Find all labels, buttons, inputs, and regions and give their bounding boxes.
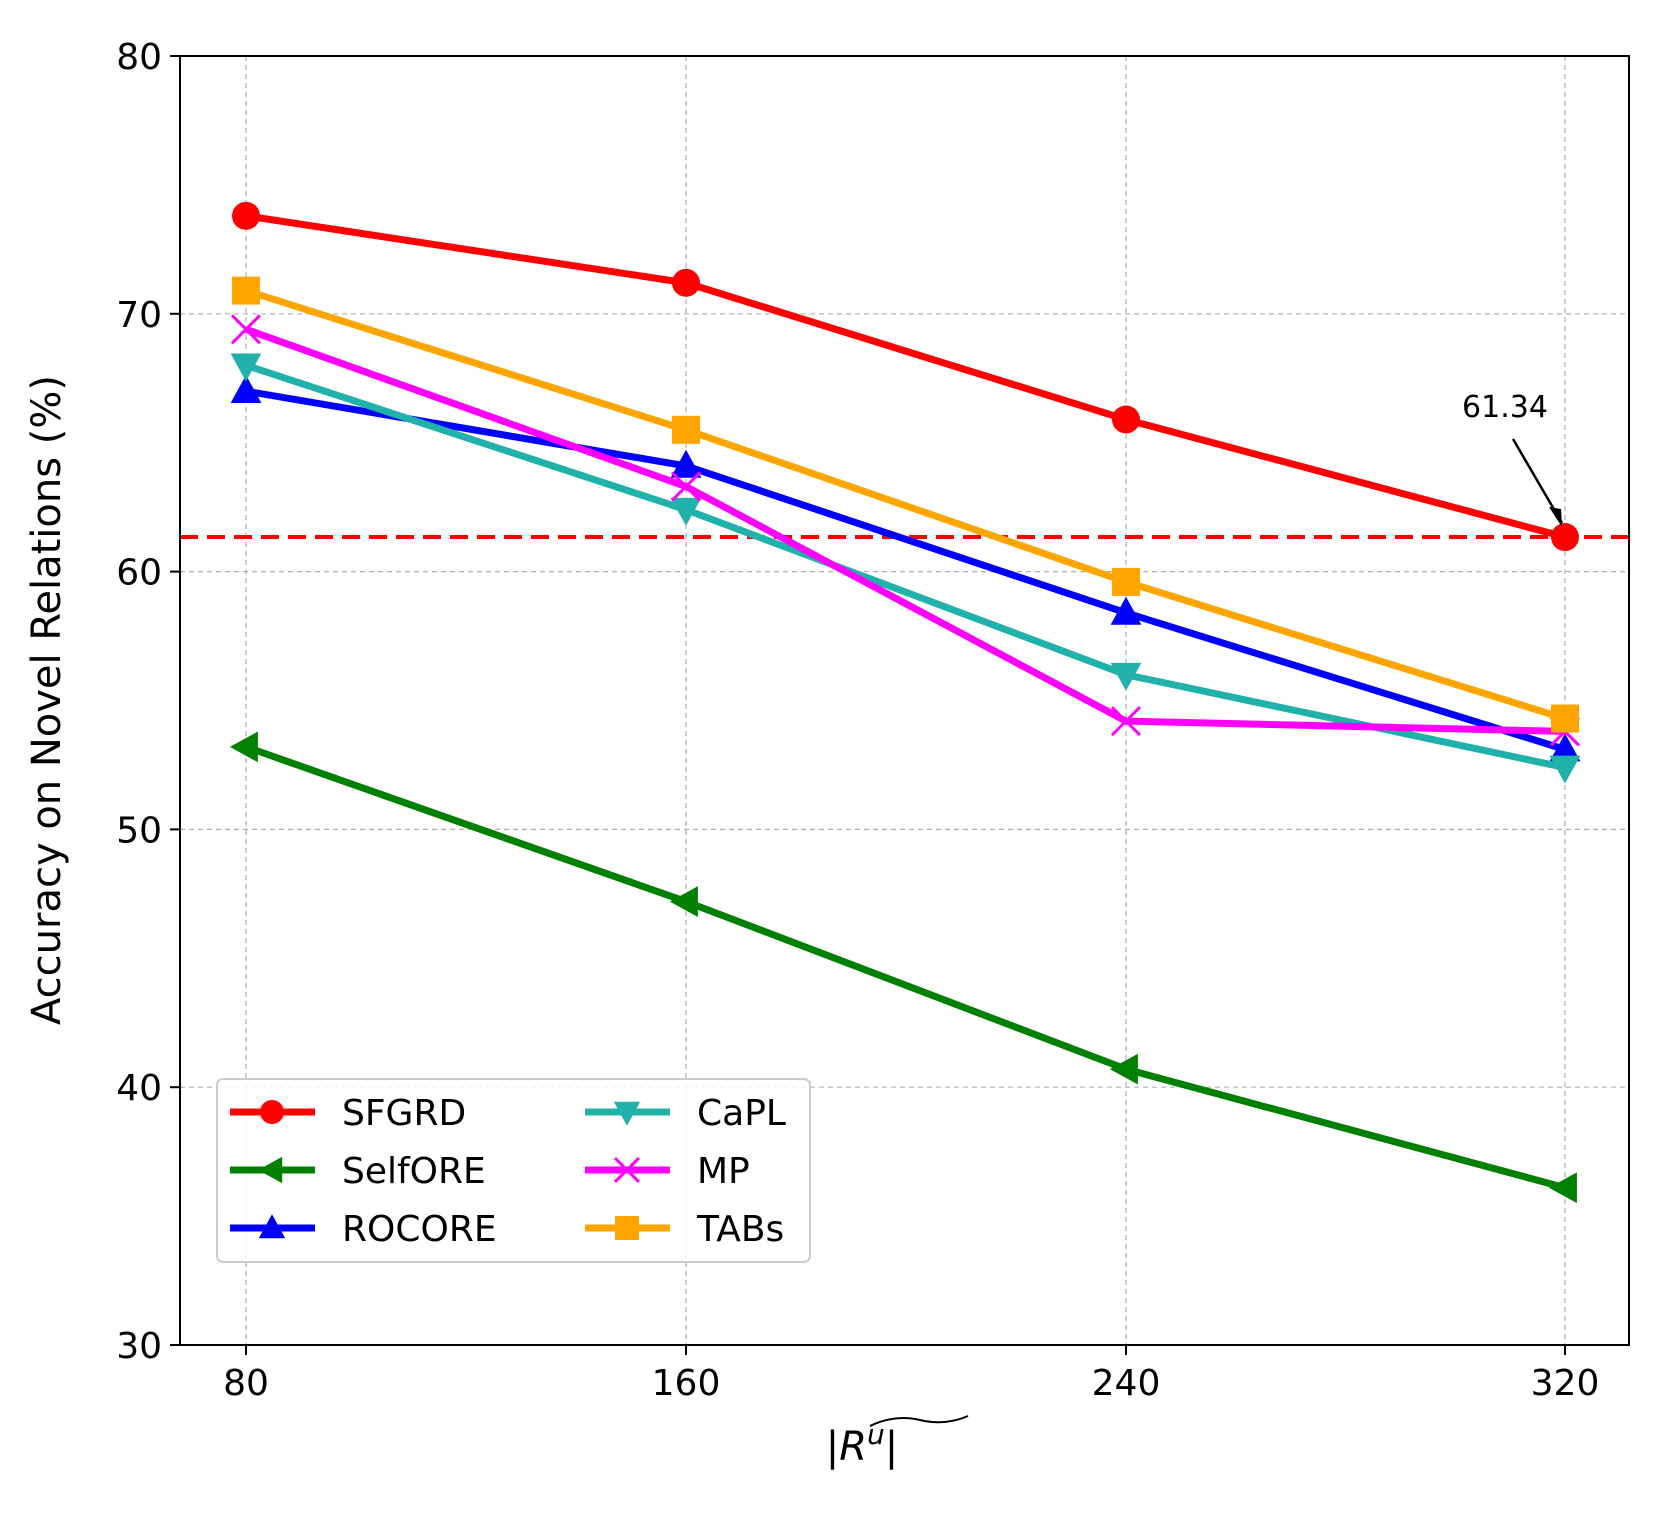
data-point [1549,733,1581,762]
legend: SFGRD SelfORE ROCORE CaPL MP TABs [216,1078,811,1263]
annotation-label: 61.34 [1462,390,1548,425]
legend-item-rocore: ROCORE [230,1209,497,1250]
legend-label: CaPL [697,1093,786,1134]
legend-marker [260,1100,284,1124]
x-tick-label: 80 [223,1363,269,1404]
legend-label: MP [697,1151,750,1192]
series-mp [230,314,1581,747]
data-point [670,497,702,526]
x-tick-label: 240 [1092,1363,1161,1404]
legend-item-tabs: TABs [585,1209,784,1250]
y-tick-label: 80 [116,37,162,78]
legend-label: TABs [696,1209,784,1250]
series-line [245,212,1566,541]
data-point [229,731,258,763]
data-point [672,415,700,444]
series-line [244,325,1566,735]
data-point [232,276,260,305]
x-axis-label-bar-right: | [885,1424,898,1470]
data-point [1112,567,1140,596]
svg-text:|Ru|: |Ru| [826,1418,899,1470]
data-point [1549,755,1581,784]
data-point [1110,596,1142,625]
data-point [672,268,700,297]
legend-label: ROCORE [342,1209,497,1250]
series-selfore [229,731,1577,1204]
x-axis-label-main: R [839,1424,867,1470]
data-point [1110,706,1142,737]
series-line [245,387,1567,753]
series-line [244,362,1566,771]
data-point [670,471,702,502]
data-point [1110,662,1142,691]
data-point [230,314,262,345]
legend-marker [613,1101,641,1126]
x-tick-label: 320 [1531,1363,1600,1404]
legend-item-capl: CaPL [585,1093,786,1134]
series-line [244,743,1566,1192]
y-tick-label: 70 [116,295,162,336]
legend-item-sfgrd: SFGRD [230,1093,466,1134]
data-point [670,449,702,478]
x-axis-label: |Ru| [826,1415,969,1470]
legend-marker [258,1214,286,1239]
data-point [1112,405,1140,434]
series-layer [229,201,1581,1204]
data-point [1109,1053,1138,1085]
data-point [1548,1172,1577,1204]
y-tick-label: 40 [116,1068,162,1109]
data-point [230,353,262,382]
data-point [1551,523,1579,552]
data-point [230,375,262,404]
series-line [244,287,1567,722]
series-capl [230,353,1581,784]
legend-item-selfore: SelfORE [230,1151,486,1192]
legend-box [216,1078,811,1263]
legend-label: SFGRD [342,1093,466,1134]
x-tick-label: 160 [652,1363,721,1404]
series-tabs [232,276,1579,733]
axes-layer: 80 160 240 320 30 40 50 60 70 80 [116,37,1630,1404]
series-sfgrd [232,201,1579,552]
data-point [1551,704,1579,733]
legend-item-mp: MP [585,1151,750,1192]
plot-frame [179,55,1630,1346]
x-axis-label-tilde [869,1415,969,1427]
y-tick-label: 50 [116,810,162,851]
y-tick-label: 60 [116,553,162,594]
legend-marker [258,1156,283,1184]
data-point [232,201,260,230]
legend-label: SelfORE [342,1151,486,1192]
legend-marker [615,1216,639,1240]
annotation-layer: 61.34 [1462,390,1564,528]
series-rocore [230,375,1581,762]
annotation-arrowhead [1549,507,1562,528]
y-tick-label: 30 [116,1326,162,1367]
legend-marker [613,1156,641,1184]
y-axis-label: Accuracy on Novel Relations (%) [24,375,70,1025]
data-point [669,886,698,917]
x-axis-label-bar-left: | [826,1424,839,1470]
